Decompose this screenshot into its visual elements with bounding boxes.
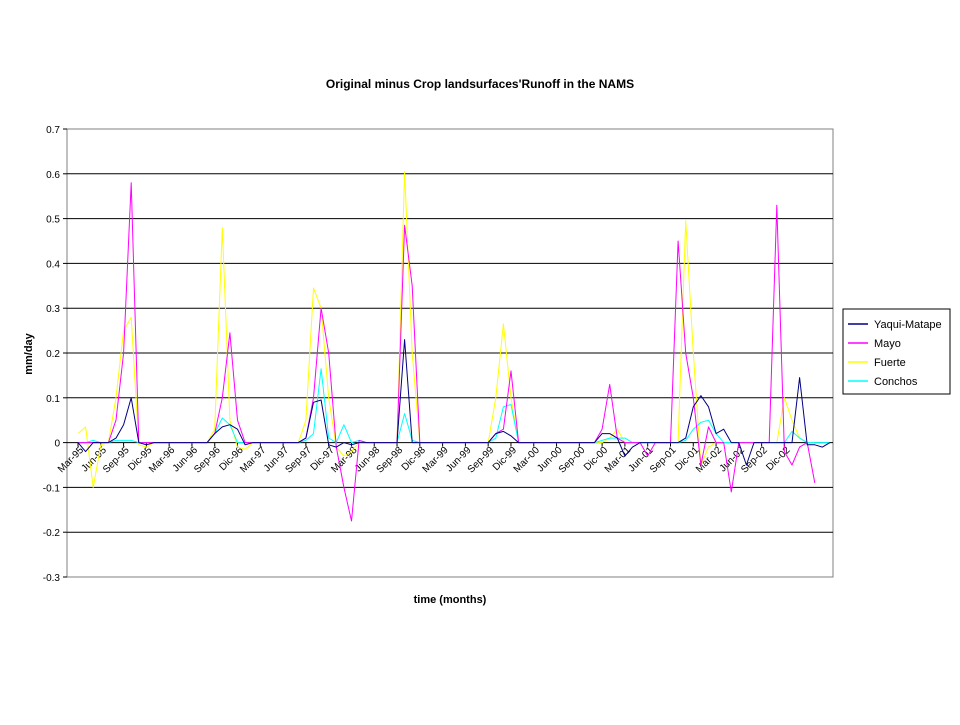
y-tick-label: 0 xyxy=(54,439,60,450)
legend-box xyxy=(842,308,951,395)
legend-label: Mayo xyxy=(874,338,901,350)
y-tick-label: 0.7 xyxy=(46,125,60,136)
y-tick-label: 0.2 xyxy=(46,349,60,360)
y-tick-label: -0.2 xyxy=(43,528,61,539)
y-tick-label: 0.6 xyxy=(46,170,60,181)
x-axis-label: time (months) xyxy=(414,594,487,606)
y-tick-label: 0.5 xyxy=(46,215,60,226)
legend: Yaqui-Matape Mayo Fuerte Conchos xyxy=(842,308,951,395)
series-lines xyxy=(77,171,831,522)
y-tick-label: 0.1 xyxy=(46,394,60,405)
legend-label: Fuerte xyxy=(874,357,906,369)
legend-label: Conchos xyxy=(874,376,918,388)
y-tick-label: 0.3 xyxy=(46,304,60,315)
y-tick-labels: 0.7 0.6 0.5 0.4 0.3 0.2 0.1 0 -0.1 -0.2 -0.3 xyxy=(43,125,61,584)
chart-title: Original minus Crop landsurfaces'Runoff … xyxy=(326,77,634,91)
y-axis-label: mm/day xyxy=(23,332,35,374)
y-tick-label: -0.1 xyxy=(43,483,61,494)
y-tick-label: 0.4 xyxy=(46,259,60,270)
legend-label: Yaqui-Matape xyxy=(874,319,942,331)
y-tick-label: -0.3 xyxy=(43,573,61,584)
series-line-yaqui-matape xyxy=(77,339,831,466)
